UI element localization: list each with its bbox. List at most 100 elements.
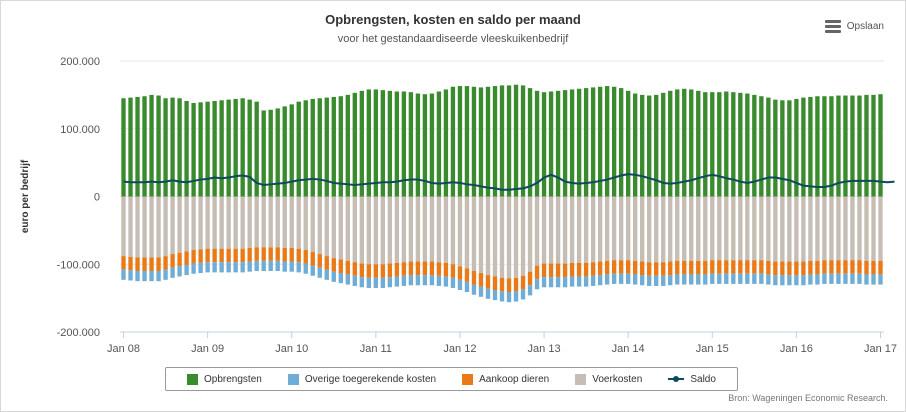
legend-item-opbrengsten[interactable]: Opbrengsten	[187, 373, 262, 385]
bar-aankoop-dieren	[492, 276, 498, 290]
bar-aankoop-dieren	[212, 248, 217, 263]
bar-aankoop-dieren	[878, 260, 883, 275]
bar-aankoop-dieren	[647, 262, 652, 276]
bar-voerkosten	[198, 196, 203, 250]
bar-aankoop-dieren	[597, 261, 603, 276]
credits[interactable]: Bron: Wageningen Economic Research.	[728, 393, 888, 403]
y-tick-label: 200.000	[60, 56, 100, 68]
bar-voerkosten	[247, 196, 252, 248]
bar-opbrengsten	[864, 94, 869, 197]
bar-opbrengsten	[731, 92, 736, 197]
bar-voerkosten	[633, 196, 638, 261]
bar-aankoop-dieren	[373, 264, 379, 278]
bar-opbrengsten	[724, 91, 729, 197]
bar-opbrengsten	[717, 92, 722, 197]
bar-voerkosten	[373, 196, 379, 265]
bar-aankoop-dieren	[801, 261, 806, 276]
bar-aankoop-dieren	[226, 248, 231, 263]
bar-opbrengsten	[359, 90, 364, 197]
bar-overige-toegerekende-kosten	[394, 276, 400, 287]
bar-aankoop-dieren	[415, 261, 421, 276]
bar-opbrengsten	[282, 106, 287, 197]
bar-overige-toegerekende-kosten	[815, 274, 820, 285]
export-menu-button[interactable]: Opslaan	[824, 20, 884, 33]
bar-overige-toegerekende-kosten	[576, 276, 582, 287]
bar-voerkosten	[703, 196, 708, 261]
bar-overige-toegerekende-kosten	[191, 263, 196, 274]
legend-item-voerkosten[interactable]: Voerkosten	[575, 373, 642, 385]
bar-opbrengsten	[569, 89, 575, 197]
bar-overige-toegerekende-kosten	[317, 267, 322, 278]
bar-aankoop-dieren	[787, 261, 792, 276]
bar-overige-toegerekende-kosten	[408, 275, 414, 286]
bar-aankoop-dieren	[794, 261, 799, 276]
bar-voerkosten	[506, 196, 512, 279]
bar-overige-toegerekende-kosten	[618, 273, 624, 284]
bar-opbrengsten	[759, 96, 764, 197]
bar-opbrengsten	[815, 96, 820, 197]
bar-opbrengsten	[703, 92, 708, 197]
bar-overige-toegerekende-kosten	[464, 281, 470, 293]
bar-aankoop-dieren	[689, 260, 694, 275]
bar-opbrengsten	[499, 85, 505, 197]
bar-aankoop-dieren	[548, 263, 554, 278]
bar-opbrengsten	[219, 100, 224, 197]
bar-opbrengsten	[675, 89, 680, 197]
bar-aankoop-dieren	[170, 254, 175, 268]
legend: Opbrengsten Overige toegerekende kosten …	[165, 367, 738, 391]
bar-opbrengsten	[366, 89, 371, 197]
bar-overige-toegerekende-kosten	[366, 277, 371, 288]
bar-aankoop-dieren	[661, 262, 666, 276]
bar-aankoop-dieren	[675, 260, 680, 275]
legend-item-aankoop[interactable]: Aankoop dieren	[462, 373, 550, 385]
bar-opbrengsten	[682, 88, 687, 197]
bar-voerkosten	[731, 196, 736, 261]
bar-overige-toegerekende-kosten	[149, 271, 154, 282]
bar-opbrengsten	[478, 87, 484, 197]
bar-opbrengsten	[661, 92, 666, 197]
bar-opbrengsten	[766, 97, 771, 197]
bar-voerkosten	[871, 196, 876, 261]
bar-voerkosten	[485, 196, 491, 276]
bar-voerkosten	[773, 196, 778, 262]
bar-voerkosten	[625, 196, 631, 261]
bar-voerkosten	[380, 196, 386, 265]
bar-aankoop-dieren	[618, 260, 624, 274]
bar-aankoop-dieren	[703, 260, 708, 275]
bar-voerkosten	[219, 196, 224, 249]
bar-overige-toegerekende-kosten	[492, 290, 498, 301]
bar-opbrengsten	[317, 98, 322, 197]
bar-opbrengsten	[261, 110, 266, 197]
bar-opbrengsten	[226, 99, 231, 197]
bar-opbrengsten	[387, 90, 393, 197]
bar-aankoop-dieren	[240, 248, 245, 263]
bar-opbrengsten	[780, 100, 785, 197]
bar-voerkosten	[654, 196, 659, 263]
bar-voerkosten	[429, 196, 435, 262]
bar-aankoop-dieren	[359, 263, 364, 278]
bar-aankoop-dieren	[289, 247, 294, 262]
bar-aankoop-dieren	[513, 277, 519, 292]
bar-aankoop-dieren	[317, 254, 322, 268]
legend-swatch-opbrengsten	[187, 373, 199, 385]
bar-voerkosten	[738, 196, 743, 261]
bar-voerkosten	[668, 196, 673, 262]
bar-voerkosten	[492, 196, 498, 277]
bar-opbrengsten	[773, 99, 778, 197]
bar-aankoop-dieren	[268, 247, 273, 261]
y-tick-label: -200.000	[57, 327, 100, 339]
bar-aankoop-dieren	[857, 260, 862, 274]
bar-opbrengsten	[464, 86, 470, 197]
legend-item-overige[interactable]: Overige toegerekende kosten	[287, 373, 436, 385]
bar-overige-toegerekende-kosten	[569, 276, 575, 287]
bar-overige-toegerekende-kosten	[303, 263, 308, 274]
bar-voerkosten	[780, 196, 785, 262]
bar-aankoop-dieren	[478, 273, 484, 287]
bar-aankoop-dieren	[611, 260, 617, 274]
saldo-line	[123, 173, 895, 191]
bar-overige-toegerekende-kosten	[471, 284, 477, 295]
bar-opbrengsten	[520, 85, 526, 197]
legend-item-saldo[interactable]: Saldo	[668, 374, 716, 385]
legend-label-aankoop: Aankoop dieren	[479, 373, 550, 385]
bar-voerkosten	[366, 196, 371, 265]
